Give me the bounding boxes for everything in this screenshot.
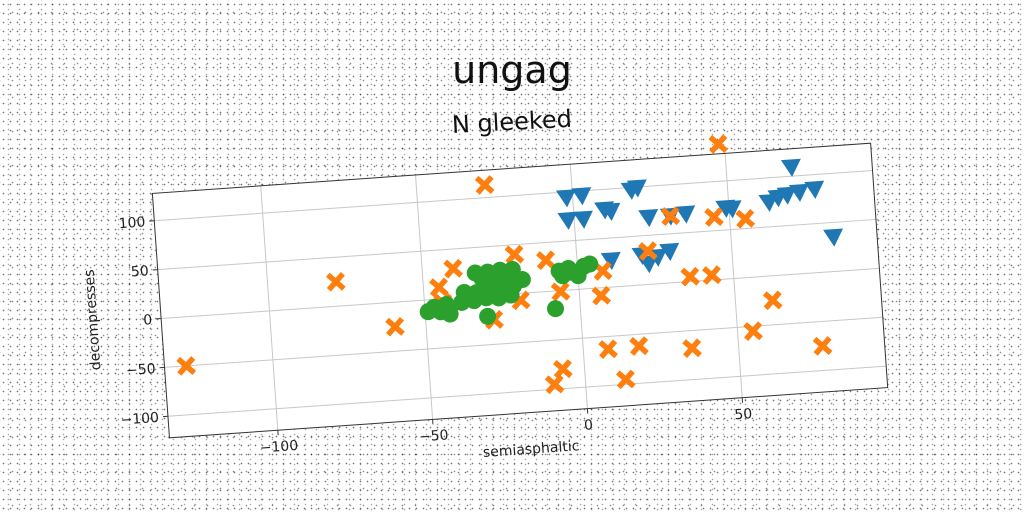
plot-frame [151,142,889,439]
data-point-x [443,258,463,279]
y-grid-line [164,316,883,368]
x-tick-label: −50 [418,427,449,445]
data-point-triangle [638,208,659,228]
data-point-x [704,207,724,227]
data-point-circle [569,267,587,285]
y-tick-label: 50 [130,263,149,280]
data-points [176,134,844,395]
data-point-triangle [721,200,742,219]
data-point-triangle [626,179,647,198]
data-point-x [629,336,649,356]
x-axis-label: semiasphaltic [482,438,580,461]
data-point-x [615,369,636,390]
data-point-x [812,336,833,356]
data-point-x [550,281,571,302]
data-point-x [660,206,681,226]
y-tick-label: −100 [120,410,159,429]
data-point-x [536,250,556,271]
data-point-circle [581,255,599,273]
data-point-x [762,290,783,311]
y-tick-label: −50 [126,361,157,379]
data-point-x [429,277,449,298]
axis-ticks: −100 −50 0 50 −100 −50 0 50 100 [118,214,753,457]
data-point-circle [547,300,565,318]
data-point-triangle [572,210,593,229]
y-grid-line [157,218,876,271]
data-point-x [326,271,346,292]
data-point-x [680,266,700,287]
data-point-x [743,321,763,341]
data-point-circle [419,303,437,321]
data-point-triangle [788,183,809,202]
data-point-triangle [776,186,797,205]
data-point-triangle [823,228,844,247]
x-tick-label: −100 [259,438,298,457]
data-point-x [474,175,495,195]
y-grid-line [161,267,880,320]
y-grid-line [167,365,887,417]
data-point-circle [479,307,497,325]
data-point-circle [502,286,520,304]
chart-suptitle: ungag [452,48,572,92]
grid-lines [154,153,887,431]
data-point-x [504,244,525,265]
x-tick-label: 0 [584,417,594,434]
data-point-x [638,241,658,261]
data-point-x [544,374,565,395]
data-point-triangle [804,180,825,199]
data-point-triangle [659,242,680,262]
y-tick-label: 0 [143,312,153,329]
data-point-triangle [571,187,592,206]
data-point-triangle [557,211,578,230]
data-point-x [385,316,405,337]
data-point-x [735,208,756,229]
data-point-triangle [555,189,576,208]
data-point-x [682,338,702,359]
data-point-x [591,285,612,306]
x-grid-line [724,153,743,398]
data-point-x [598,339,618,359]
data-point-circle [554,267,572,285]
data-point-x [176,356,197,376]
y-axis-label: decompresses [82,269,105,371]
data-point-triangle [600,202,621,221]
data-point-triangle [780,158,801,177]
data-point-circle [477,289,495,307]
x-tick-label: 50 [734,406,753,423]
y-tick-label: 100 [118,214,146,232]
data-point-x [708,134,729,154]
data-point-x [553,359,573,379]
data-point-triangle [600,251,621,271]
data-point-triangle [675,205,696,224]
data-point-x [702,265,722,285]
y-grid-line [154,170,873,222]
x-grid-line [260,185,279,431]
x-grid-line [415,174,434,420]
x-grid-line [569,164,588,409]
data-point-circle [441,305,459,323]
